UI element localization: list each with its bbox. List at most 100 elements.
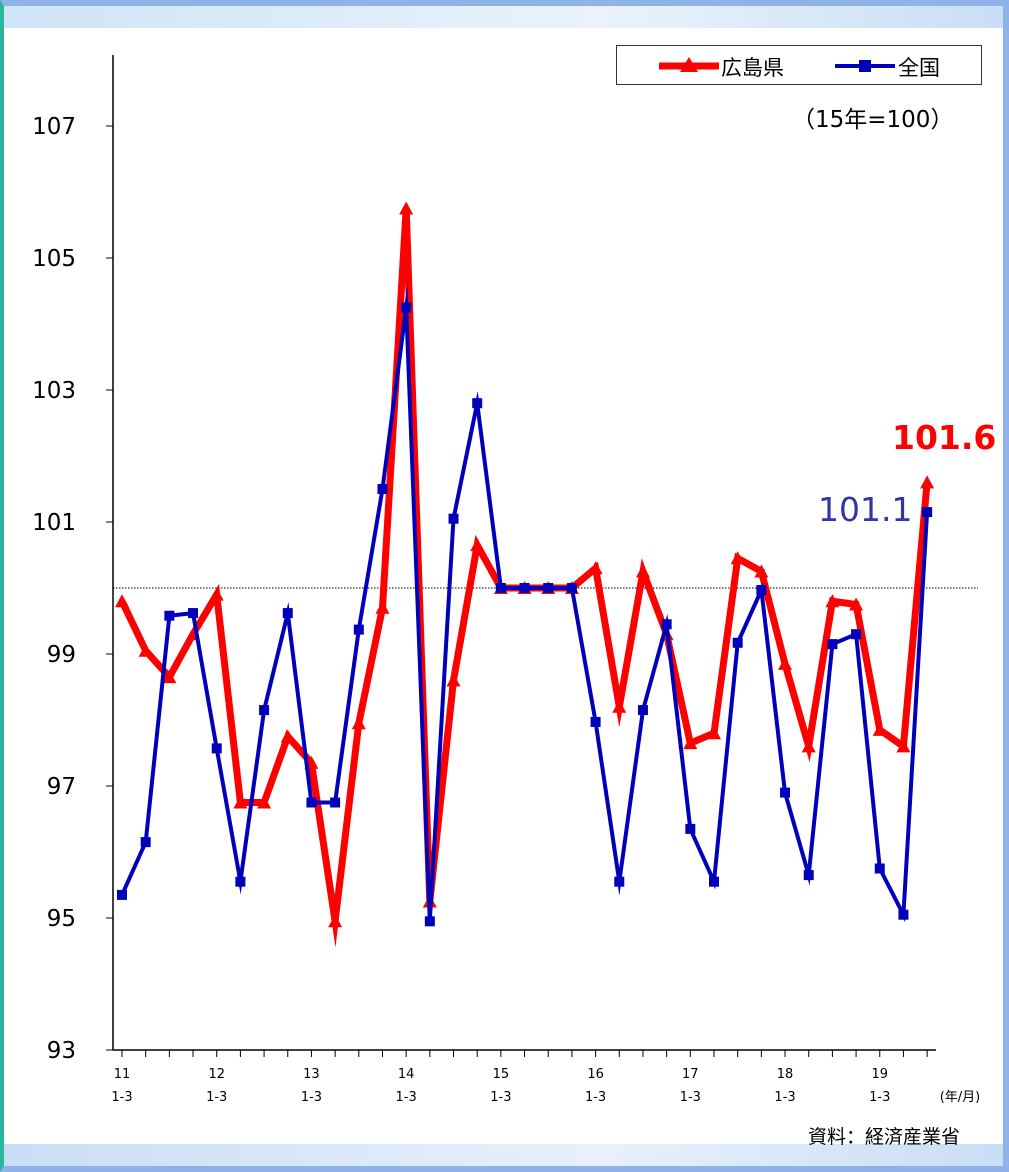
y-tick-label: 99 xyxy=(47,642,76,668)
data-point-triangle xyxy=(872,722,887,736)
data-point-square xyxy=(188,608,199,619)
x-tick-label-year: 12 xyxy=(208,1067,225,1082)
data-point-square xyxy=(519,583,530,593)
data-point-square xyxy=(117,889,127,900)
data-point-square xyxy=(661,619,672,630)
data-point-square xyxy=(377,484,388,494)
data-point-triangle xyxy=(233,795,248,809)
x-tick-label-year: 18 xyxy=(777,1067,794,1082)
data-point-square xyxy=(424,916,435,927)
x-tick-label-month: 1-3 xyxy=(111,1090,132,1105)
x-axis-unit-label: (年/月) xyxy=(940,1090,981,1105)
data-point-square xyxy=(164,610,175,621)
end-label-hiroshima: 101.6 xyxy=(892,418,997,457)
series-line-0 xyxy=(118,208,931,948)
data-point-triangle xyxy=(801,739,816,753)
data-point-triangle xyxy=(849,597,864,611)
x-tick-label-month: 1-3 xyxy=(585,1090,606,1105)
data-point-square xyxy=(827,639,838,650)
data-point-triangle xyxy=(778,656,793,670)
data-point-triangle xyxy=(825,594,840,608)
data-point-square xyxy=(211,743,222,754)
x-axis-ticks: 11 1-3 12 1-3 13 1-3 14 1-3 15 1-3 16 1-3 17 1-3 18 1-3… xyxy=(111,1050,980,1105)
data-point-square xyxy=(756,584,767,595)
data-point-square xyxy=(543,583,554,593)
data-point-square xyxy=(898,909,909,920)
x-tick-label-year: 14 xyxy=(398,1067,415,1082)
data-point-square xyxy=(235,876,246,887)
y-tick-label: 93 xyxy=(47,1038,76,1064)
legend-swatches xyxy=(659,57,895,72)
legend-marker-square-icon xyxy=(859,60,871,72)
y-tick-label: 103 xyxy=(32,378,76,404)
data-point-triangle xyxy=(375,600,390,614)
y-tick-label: 107 xyxy=(32,114,76,140)
x-tick-label-year: 11 xyxy=(114,1067,131,1082)
data-point-triangle xyxy=(162,670,177,684)
series-line-1 xyxy=(120,283,930,923)
data-point-triangle xyxy=(115,594,129,608)
data-point-triangle xyxy=(470,538,485,552)
x-tick-label-month: 1-3 xyxy=(490,1090,511,1105)
data-point-triangle xyxy=(257,795,272,809)
data-point-square xyxy=(780,787,791,798)
data-point-square xyxy=(448,513,459,524)
x-tick-label-year: 15 xyxy=(493,1067,510,1082)
data-point-square xyxy=(353,624,364,635)
data-point-triangle xyxy=(707,726,721,740)
data-point-triangle xyxy=(209,587,224,601)
data-point-square xyxy=(566,583,577,593)
x-tick-label-year: 19 xyxy=(871,1067,888,1082)
data-point-triangle xyxy=(446,673,461,687)
data-point-square xyxy=(259,705,270,716)
data-point-square xyxy=(401,302,412,313)
series-group xyxy=(115,201,935,948)
data-point-square xyxy=(614,876,625,887)
end-label-national: 101.1 xyxy=(818,490,913,529)
data-point-triangle xyxy=(754,564,769,578)
legend-label-national: 全国 xyxy=(898,56,940,80)
unit-note: （15年=100） xyxy=(792,107,954,133)
legend-label-hiroshima: 広島県 xyxy=(721,56,784,80)
x-tick-label-year: 16 xyxy=(587,1067,604,1082)
data-point-square xyxy=(732,637,743,648)
data-point-square xyxy=(851,629,862,640)
y-tick-label: 95 xyxy=(47,906,76,932)
y-axis-ticks: 93 95 97 99 101 103 105 107 xyxy=(32,114,113,1064)
legend-marker-triangle-icon xyxy=(680,57,698,72)
data-point-triangle xyxy=(399,201,414,215)
data-point-triangle xyxy=(351,716,366,730)
data-point-square xyxy=(330,797,341,808)
y-tick-label: 105 xyxy=(32,246,76,272)
data-point-square xyxy=(472,398,483,409)
data-point-square xyxy=(803,870,814,881)
data-point-square xyxy=(282,608,293,619)
x-tick-label-month: 1-3 xyxy=(774,1090,795,1105)
y-tick-label: 101 xyxy=(32,510,76,536)
data-point-triangle xyxy=(896,739,911,753)
x-tick-label-year: 13 xyxy=(303,1067,320,1082)
x-tick-label-month: 1-3 xyxy=(206,1090,227,1105)
data-point-square xyxy=(637,705,648,716)
data-point-square xyxy=(922,507,933,518)
data-point-triangle xyxy=(920,475,935,489)
data-point-triangle xyxy=(280,729,295,743)
data-point-square xyxy=(874,863,885,874)
data-point-triangle xyxy=(612,699,627,713)
data-point-triangle xyxy=(635,564,650,578)
x-tick-label-month: 1-3 xyxy=(301,1090,322,1105)
data-point-square xyxy=(709,876,719,887)
x-tick-label-year: 17 xyxy=(682,1067,699,1082)
data-point-triangle xyxy=(328,914,343,928)
data-point-square xyxy=(140,837,151,848)
x-tick-label-month: 1-3 xyxy=(680,1090,701,1105)
y-tick-label: 97 xyxy=(47,774,76,800)
data-point-square xyxy=(590,716,601,727)
x-tick-label-month: 1-3 xyxy=(396,1090,417,1105)
data-point-square xyxy=(495,583,506,593)
x-tick-label-month: 1-3 xyxy=(869,1090,890,1105)
data-point-triangle xyxy=(730,551,745,565)
data-point-triangle xyxy=(683,736,698,750)
legend: 広島県 全国 xyxy=(616,45,982,85)
